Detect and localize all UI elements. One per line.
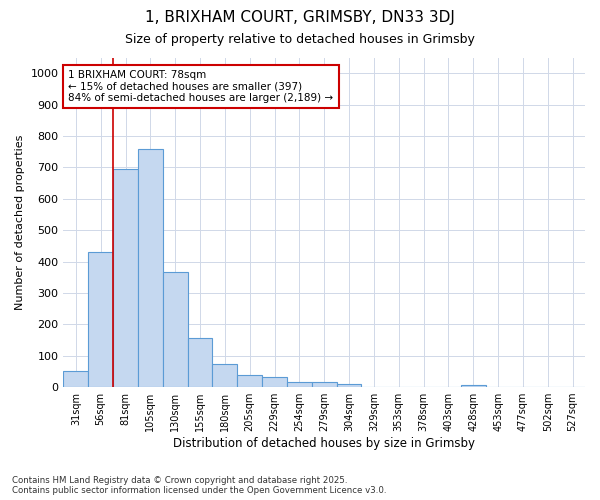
Bar — [212, 364, 237, 387]
Bar — [188, 338, 212, 387]
Bar — [163, 272, 188, 387]
Bar — [138, 149, 163, 387]
X-axis label: Distribution of detached houses by size in Grimsby: Distribution of detached houses by size … — [173, 437, 475, 450]
Text: 1 BRIXHAM COURT: 78sqm
← 15% of detached houses are smaller (397)
84% of semi-de: 1 BRIXHAM COURT: 78sqm ← 15% of detached… — [68, 70, 334, 103]
Y-axis label: Number of detached properties: Number of detached properties — [15, 134, 25, 310]
Bar — [287, 382, 312, 387]
Bar — [237, 374, 262, 387]
Bar — [262, 377, 287, 387]
Bar — [461, 384, 485, 387]
Bar — [88, 252, 113, 387]
Text: Size of property relative to detached houses in Grimsby: Size of property relative to detached ho… — [125, 32, 475, 46]
Text: Contains HM Land Registry data © Crown copyright and database right 2025.
Contai: Contains HM Land Registry data © Crown c… — [12, 476, 386, 495]
Bar — [312, 382, 337, 387]
Bar — [113, 169, 138, 387]
Text: 1, BRIXHAM COURT, GRIMSBY, DN33 3DJ: 1, BRIXHAM COURT, GRIMSBY, DN33 3DJ — [145, 10, 455, 25]
Bar — [337, 384, 361, 387]
Bar — [64, 371, 88, 387]
